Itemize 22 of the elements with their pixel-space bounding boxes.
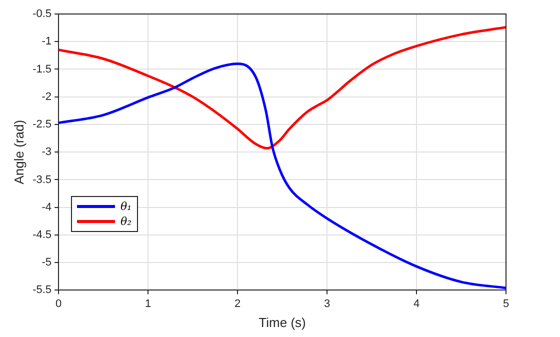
x-tick-label: 4 — [413, 298, 420, 310]
x-tick-label: 1 — [144, 298, 152, 310]
y-tick-label: -0.5 — [32, 8, 52, 20]
y-tick-label: -1 — [42, 36, 52, 48]
x-tick-label: 5 — [502, 298, 510, 310]
y-tick-label: -4.5 — [32, 228, 52, 241]
legend-label: θ₂ — [120, 215, 132, 228]
y-tick-label: -4 — [42, 201, 52, 214]
y-axis-title: Angle (rad) — [11, 120, 26, 184]
x-tick-label: 2 — [234, 298, 241, 310]
y-tick-label: -5.5 — [32, 284, 52, 296]
y-tick-label: -5 — [42, 256, 52, 269]
y-tick-label: -3 — [42, 146, 52, 158]
x-tick-label: 3 — [324, 298, 330, 310]
x-tick-label: 0 — [55, 298, 62, 310]
line-series — [58, 26, 506, 150]
y-tick-label: -1.5 — [32, 63, 52, 76]
y-tick-label: -2.5 — [32, 118, 52, 131]
x-axis-title: Time (s) — [258, 314, 306, 330]
legend-label: θ₁ — [120, 200, 132, 214]
y-tick-label: -2 — [42, 90, 52, 103]
y-tick-label: -3.5 — [32, 174, 52, 186]
